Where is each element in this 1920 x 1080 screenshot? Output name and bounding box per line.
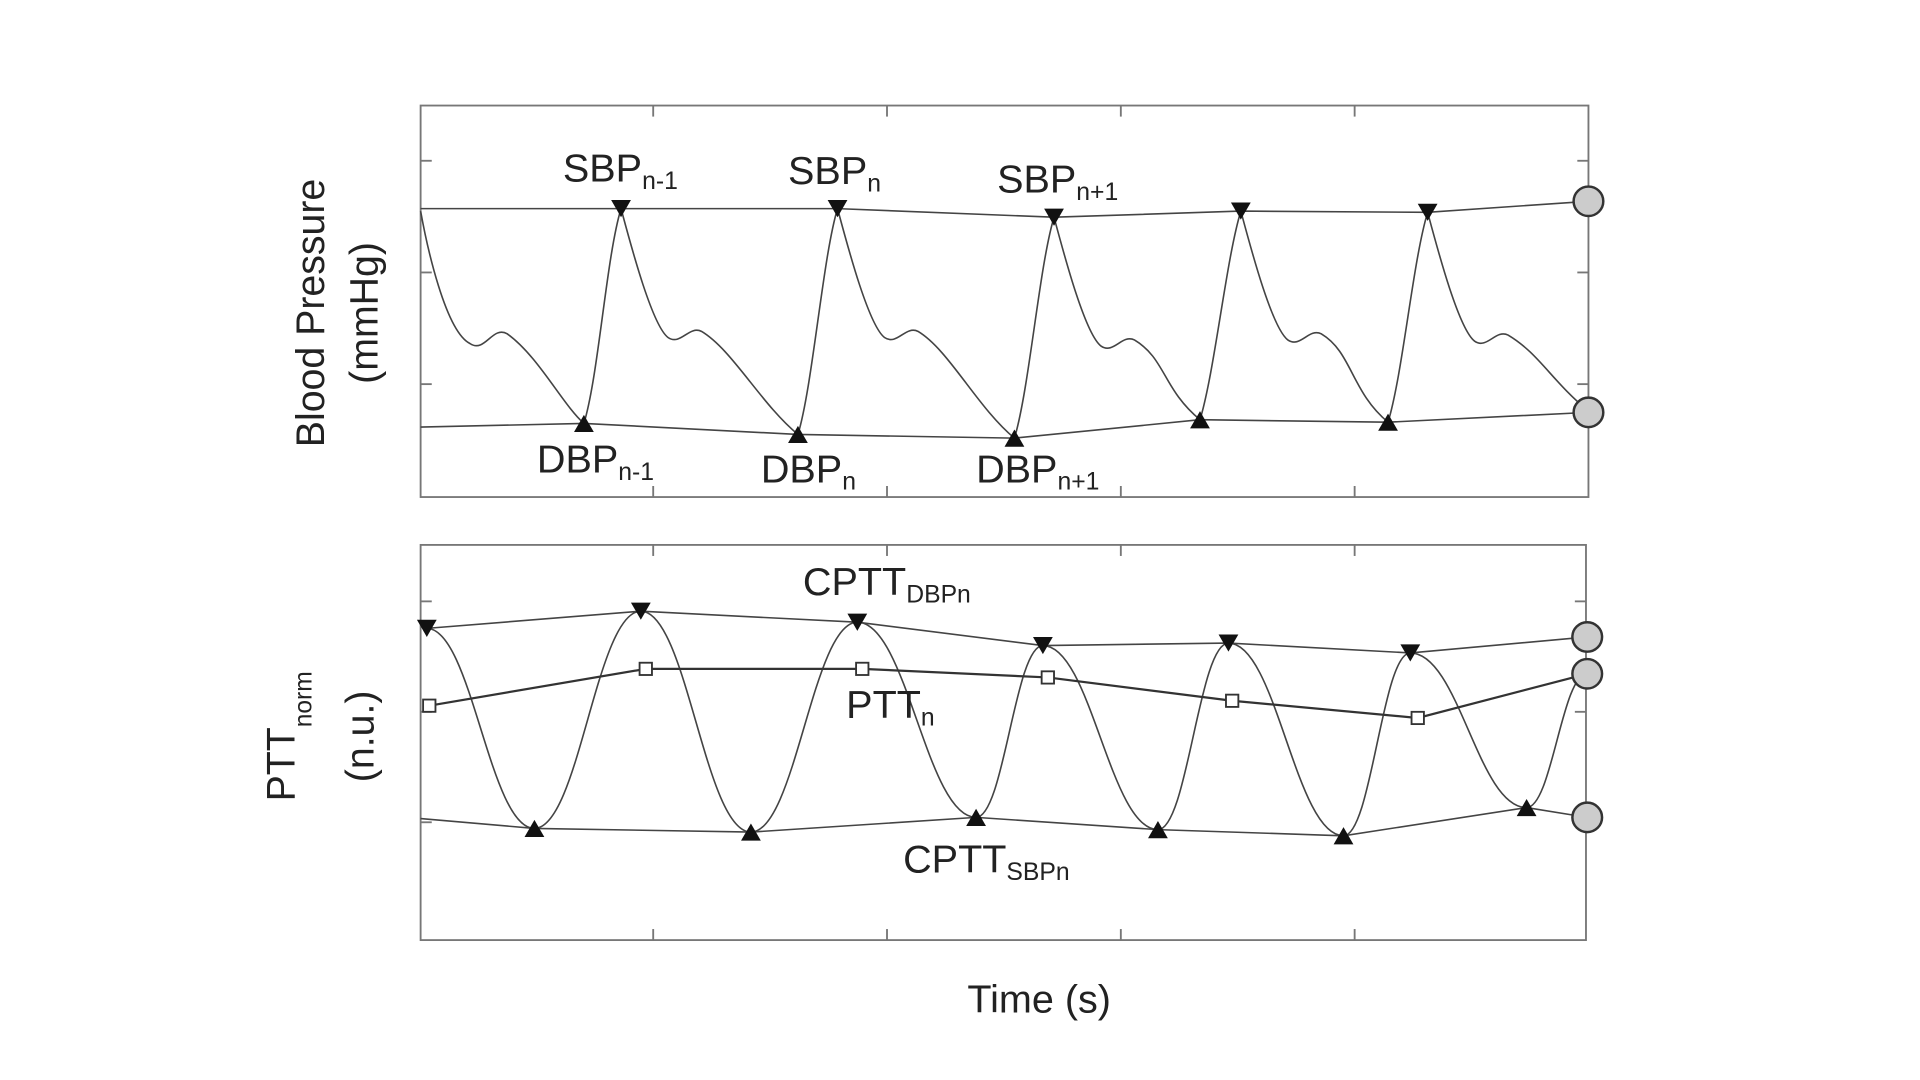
cptt-sbp-envelope — [420, 806, 1588, 837]
annotation-sub: n — [842, 469, 856, 496]
trough-marker — [1333, 827, 1354, 845]
annotation: DBPn+1 — [976, 447, 1099, 495]
peak-marker — [630, 602, 651, 620]
trough-marker — [1516, 798, 1537, 817]
bp-waveform — [419, 205, 1589, 440]
annotation: DBPn — [761, 447, 856, 495]
annotation: PTTn — [846, 683, 935, 731]
peak-marker — [1032, 636, 1053, 655]
end-marker — [1572, 185, 1605, 218]
peak-marker — [416, 619, 437, 637]
ptt-marker — [1040, 670, 1055, 685]
trough-marker — [741, 823, 761, 841]
sbp-envelope — [420, 200, 1589, 219]
trough-marker — [788, 425, 808, 444]
end-marker — [1571, 801, 1604, 834]
x-label: Time (s) — [967, 978, 1111, 1022]
trough-marker — [524, 819, 545, 837]
y-label-sub: norm — [291, 671, 318, 727]
y-label: Blood Pressure — [289, 179, 333, 447]
annotation-main: DBP — [976, 447, 1057, 491]
annotation-main: SBP — [997, 158, 1076, 202]
ptt-marker — [1410, 710, 1425, 726]
annotation: SBPn — [788, 149, 881, 197]
annotation-sub: n — [921, 704, 935, 731]
annotation: DBPn-1 — [537, 438, 654, 486]
end-marker — [1571, 621, 1604, 653]
annotation-main: CPTT — [803, 560, 906, 604]
ptt-marker — [422, 698, 437, 713]
peak-marker — [1230, 202, 1251, 220]
annotation-main: SBP — [788, 149, 867, 193]
peak-marker — [847, 613, 868, 631]
annotation-main: CPTT — [903, 838, 1006, 882]
trough-marker — [574, 414, 594, 432]
y-label-main: PTT — [259, 727, 303, 801]
annotation: CPTTDBPn — [803, 560, 971, 608]
ptt-marker — [855, 661, 870, 676]
ticks — [420, 105, 1589, 941]
peak-marker — [611, 200, 631, 218]
dbp-envelope — [420, 411, 1589, 439]
curves — [419, 200, 1589, 837]
y-label: (mmHg) — [342, 242, 386, 384]
annotation-main: DBP — [537, 438, 618, 482]
ptt-marker — [1225, 693, 1240, 708]
annotation-sub: DBPn — [906, 582, 971, 609]
annotation-sub: n+1 — [1076, 179, 1118, 206]
annotation-main: PTT — [846, 683, 921, 727]
peak-marker — [1044, 208, 1064, 226]
peak-marker — [1218, 634, 1239, 652]
trough-marker — [1148, 821, 1168, 839]
annotation-sub: n-1 — [642, 168, 678, 195]
ptt-marker — [638, 661, 653, 676]
peak-marker — [1417, 203, 1438, 221]
markers — [416, 185, 1605, 845]
ptt-waveform — [426, 610, 1588, 837]
trough-marker — [966, 808, 986, 826]
bottom-panel-frame — [419, 543, 1587, 942]
annotation-main: DBP — [761, 447, 842, 491]
annotation-sub: n-1 — [618, 459, 654, 486]
trough-marker — [1004, 429, 1025, 447]
peak-marker — [827, 200, 848, 218]
trough-marker — [1378, 413, 1398, 431]
ptt-line — [429, 667, 1588, 720]
y-label: (n.u.) — [338, 691, 382, 783]
annotation-sub: SBPn — [1006, 859, 1069, 886]
peak-marker — [1400, 644, 1421, 662]
annotation-sub: n+1 — [1057, 469, 1099, 496]
annotation: SBPn-1 — [563, 147, 678, 195]
end-marker — [1572, 396, 1605, 429]
annotation: CPTTSBPn — [903, 838, 1070, 886]
annotation-sub: n — [867, 171, 881, 198]
trough-marker — [1190, 411, 1210, 429]
top-panel-frame — [419, 104, 1590, 498]
annotation: SBPn+1 — [997, 158, 1118, 206]
y-label: PTTnorm — [259, 671, 317, 801]
annotation-main: SBP — [563, 147, 642, 191]
end-marker — [1571, 657, 1604, 690]
